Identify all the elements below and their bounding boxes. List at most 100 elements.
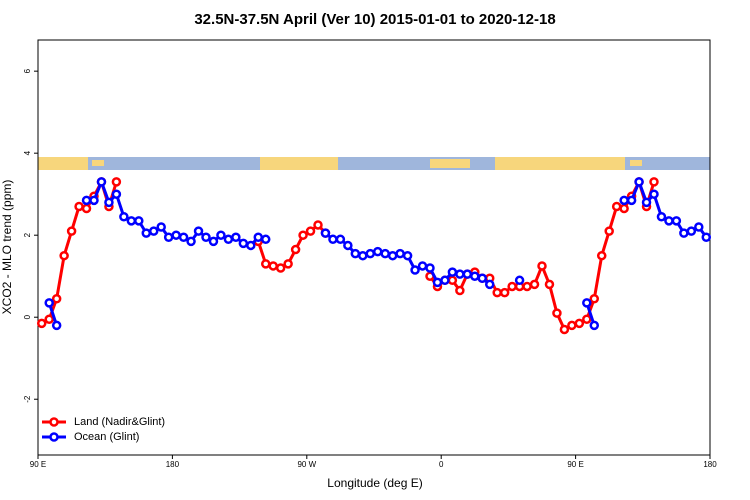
data-point — [462, 269, 473, 279]
map-strip — [38, 157, 710, 170]
data-point — [51, 294, 62, 304]
data-point — [350, 248, 361, 259]
data-point — [163, 232, 174, 242]
data-point — [223, 234, 234, 245]
data-point — [141, 228, 152, 238]
data-point — [216, 230, 226, 240]
data-point — [410, 265, 420, 275]
data-point — [111, 189, 122, 199]
data-point — [372, 246, 383, 257]
data-point — [567, 320, 577, 331]
data-point — [499, 287, 510, 298]
data-point — [582, 298, 592, 308]
data-point — [148, 226, 159, 236]
data-point — [156, 222, 166, 232]
data-point — [649, 177, 659, 187]
series-line — [41, 180, 656, 332]
data-point — [686, 226, 697, 236]
data-point — [36, 318, 47, 329]
data-point — [201, 232, 211, 242]
data-point — [305, 226, 316, 236]
data-point — [231, 232, 241, 242]
data-point — [522, 281, 532, 292]
data-point — [596, 250, 607, 261]
data-point — [387, 250, 398, 261]
legend-marker — [49, 417, 59, 427]
data-point — [656, 211, 667, 222]
data-point — [111, 177, 122, 187]
data-point — [126, 216, 137, 226]
data-point — [260, 259, 271, 269]
data-point — [178, 232, 189, 242]
x-tick-label: 90 W — [297, 460, 316, 469]
data-point — [671, 216, 682, 226]
data-point — [484, 279, 495, 290]
data-point — [59, 250, 69, 261]
data-point — [283, 259, 293, 269]
data-point — [313, 220, 323, 230]
data-point — [81, 203, 92, 214]
data-point — [559, 324, 570, 335]
x-axis-label: Longitude (deg E) — [327, 476, 422, 490]
data-point — [81, 195, 92, 206]
data-point — [634, 177, 644, 187]
data-point — [365, 248, 376, 259]
x-tick-label: 180 — [703, 460, 717, 469]
data-point — [544, 279, 555, 290]
data-point — [328, 234, 338, 245]
data-point — [574, 318, 585, 329]
data-point — [641, 197, 652, 208]
data-point — [253, 232, 264, 242]
data-point — [66, 226, 77, 236]
data-point — [447, 275, 458, 286]
data-point — [589, 320, 600, 331]
chart-title: 32.5N-37.5N April (Ver 10) 2015-01-01 to… — [194, 11, 555, 28]
data-point — [455, 285, 465, 296]
data-point — [343, 240, 353, 251]
plot-frame — [37, 39, 711, 456]
data-point — [626, 195, 637, 206]
data-point — [290, 244, 301, 255]
data-point — [193, 226, 204, 236]
data-point — [335, 234, 346, 245]
data-point — [119, 211, 129, 222]
legend-label: Land (Nadir&Glint) — [74, 416, 165, 428]
data-point — [679, 228, 689, 238]
data-point — [582, 314, 592, 325]
data-point — [104, 197, 114, 208]
data-point — [447, 267, 458, 277]
data-point — [611, 201, 622, 212]
data-point — [268, 261, 278, 271]
y-tick-label: 2 — [23, 232, 32, 237]
data-point — [358, 250, 368, 261]
data-point — [619, 195, 629, 206]
data-point — [298, 230, 308, 240]
data-point — [492, 287, 502, 298]
data-point — [529, 279, 540, 290]
data-point — [260, 234, 271, 245]
legend-marker — [49, 432, 59, 442]
data-point — [649, 189, 659, 199]
data-point — [402, 250, 413, 261]
data-point — [89, 195, 99, 206]
x-tick-label: 180 — [166, 460, 180, 469]
data-point — [440, 275, 450, 286]
data-point — [74, 201, 84, 212]
data-point — [44, 298, 54, 308]
data-point — [246, 240, 256, 251]
data-point — [417, 261, 428, 271]
data-point — [552, 308, 562, 318]
y-tick-label: 6 — [23, 68, 32, 73]
data-point — [664, 216, 674, 226]
data-point — [694, 222, 704, 232]
data-point — [134, 216, 144, 226]
y-tick-label: 4 — [23, 150, 32, 155]
data-point — [380, 248, 390, 259]
data-point — [44, 314, 54, 325]
data-point — [455, 269, 465, 279]
data-point — [701, 232, 712, 242]
data-point — [320, 228, 331, 238]
y-tick-label: 0 — [23, 314, 32, 319]
data-point — [432, 277, 443, 288]
